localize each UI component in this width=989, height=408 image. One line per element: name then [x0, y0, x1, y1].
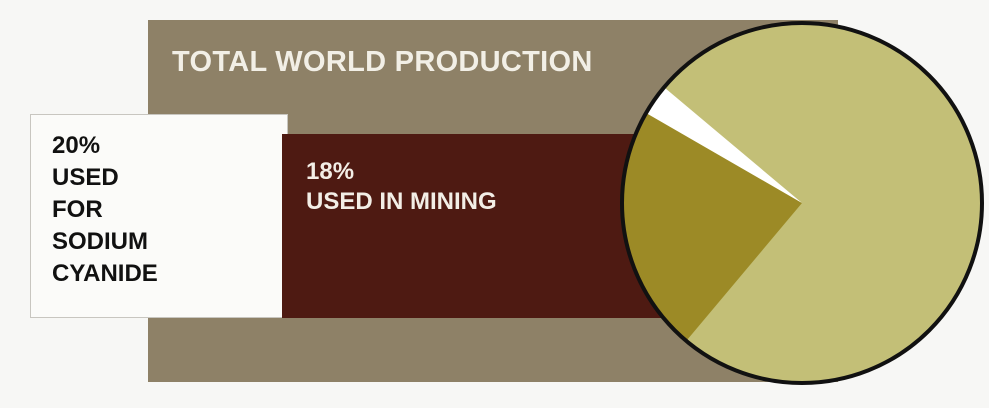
pie-slice-mining — [621, 113, 802, 341]
mining-panel — [282, 134, 682, 318]
chart-title: TOTAL WORLD PRODUCTION — [172, 46, 593, 78]
pie-outline — [620, 21, 984, 385]
sodium-cyanide-label: 20% USED FOR SODIUM CYANIDE — [52, 132, 158, 287]
mining-label: 18% USED IN MINING — [306, 158, 497, 215]
sodium-cyanide-panel — [30, 114, 288, 318]
pie-slice-cyanide — [646, 87, 802, 203]
